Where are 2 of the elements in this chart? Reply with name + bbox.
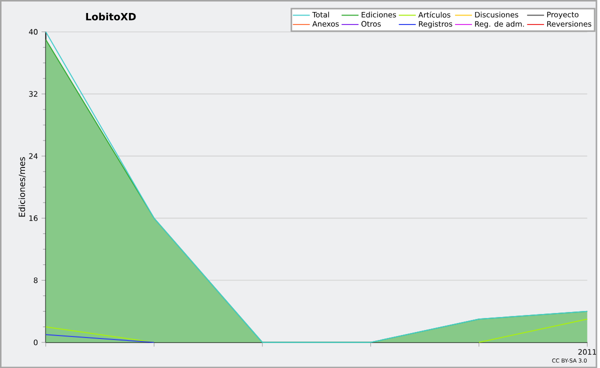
y-axis-title: Ediciones/mes <box>18 157 26 217</box>
chart-title: LobitoXD <box>86 12 136 20</box>
